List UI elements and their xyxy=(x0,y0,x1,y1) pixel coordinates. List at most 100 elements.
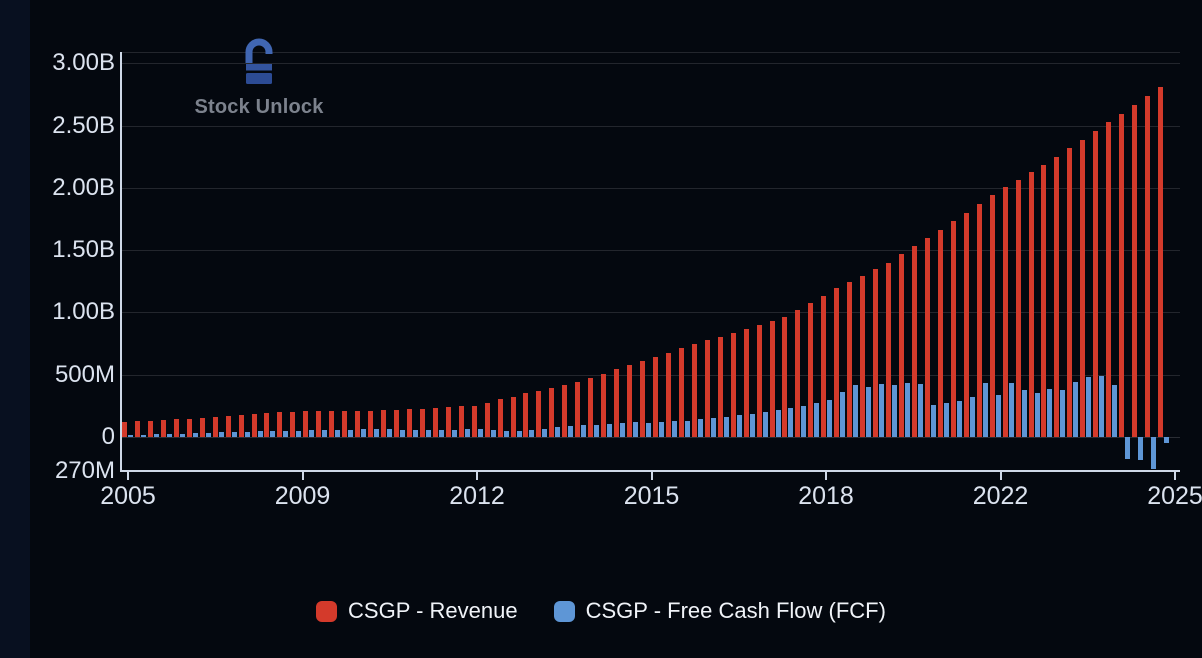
fcf-bar[interactable] xyxy=(737,415,742,437)
fcf-bar[interactable] xyxy=(478,428,483,437)
fcf-bar[interactable] xyxy=(413,429,418,437)
fcf-bar[interactable] xyxy=(1060,389,1065,437)
revenue-bar[interactable] xyxy=(433,408,438,437)
fcf-bar[interactable] xyxy=(219,432,224,437)
fcf-bar[interactable] xyxy=(905,382,910,437)
fcf-bar[interactable] xyxy=(335,429,340,437)
revenue-bar[interactable] xyxy=(459,406,464,437)
revenue-bar[interactable] xyxy=(290,411,295,437)
fcf-bar[interactable] xyxy=(141,434,146,437)
fcf-bar[interactable] xyxy=(283,430,288,437)
revenue-bar[interactable] xyxy=(498,399,503,437)
fcf-bar[interactable] xyxy=(361,429,366,437)
revenue-bar[interactable] xyxy=(213,417,218,437)
revenue-bar[interactable] xyxy=(536,390,541,437)
revenue-bar[interactable] xyxy=(446,407,451,437)
fcf-bar[interactable] xyxy=(983,383,988,437)
revenue-bar[interactable] xyxy=(588,377,593,437)
revenue-bar[interactable] xyxy=(122,422,127,437)
revenue-bar[interactable] xyxy=(1029,172,1034,437)
fcf-bar[interactable] xyxy=(879,383,884,437)
revenue-bar[interactable] xyxy=(226,416,231,437)
revenue-bar[interactable] xyxy=(381,410,386,437)
revenue-bar[interactable] xyxy=(1119,113,1124,437)
fcf-bar[interactable] xyxy=(206,432,211,437)
fcf-bar[interactable] xyxy=(866,386,871,437)
revenue-bar[interactable] xyxy=(925,238,930,437)
fcf-bar[interactable] xyxy=(504,431,509,437)
fcf-bar[interactable] xyxy=(348,429,353,437)
fcf-bar[interactable] xyxy=(426,430,431,437)
revenue-bar[interactable] xyxy=(640,360,645,437)
revenue-bar[interactable] xyxy=(744,328,749,437)
fcf-bar[interactable] xyxy=(646,422,651,437)
fcf-bar[interactable] xyxy=(1138,437,1143,461)
fcf-bar[interactable] xyxy=(918,384,923,437)
revenue-bar[interactable] xyxy=(303,411,308,437)
revenue-bar[interactable] xyxy=(1080,139,1085,437)
fcf-bar[interactable] xyxy=(1009,383,1014,437)
revenue-bar[interactable] xyxy=(549,387,554,437)
revenue-bar[interactable] xyxy=(252,413,257,437)
revenue-bar[interactable] xyxy=(731,332,736,437)
fcf-bar[interactable] xyxy=(840,392,845,437)
revenue-bar[interactable] xyxy=(679,348,684,437)
fcf-bar[interactable] xyxy=(180,433,185,437)
revenue-bar[interactable] xyxy=(239,415,244,437)
fcf-bar[interactable] xyxy=(763,411,768,437)
revenue-bar[interactable] xyxy=(562,384,567,437)
fcf-bar[interactable] xyxy=(996,394,1001,437)
revenue-bar[interactable] xyxy=(174,419,179,437)
fcf-bar[interactable] xyxy=(1086,377,1091,437)
revenue-bar[interactable] xyxy=(666,352,671,437)
revenue-bar[interactable] xyxy=(614,369,619,437)
revenue-bar[interactable] xyxy=(135,421,140,437)
fcf-bar[interactable] xyxy=(581,425,586,437)
revenue-bar[interactable] xyxy=(938,230,943,437)
revenue-bar[interactable] xyxy=(187,418,192,437)
revenue-bar[interactable] xyxy=(1093,131,1098,437)
revenue-bar[interactable] xyxy=(873,269,878,437)
revenue-bar[interactable] xyxy=(834,288,839,437)
fcf-bar[interactable] xyxy=(568,426,573,437)
fcf-bar[interactable] xyxy=(931,404,936,437)
revenue-bar[interactable] xyxy=(912,246,917,437)
revenue-bar[interactable] xyxy=(601,373,606,437)
revenue-bar[interactable] xyxy=(653,356,658,437)
fcf-bar[interactable] xyxy=(750,413,755,437)
fcf-bar[interactable] xyxy=(698,419,703,437)
revenue-bar[interactable] xyxy=(148,420,153,437)
revenue-bar[interactable] xyxy=(472,405,477,437)
revenue-bar[interactable] xyxy=(1132,104,1137,437)
revenue-bar[interactable] xyxy=(161,420,166,437)
fcf-bar[interactable] xyxy=(685,420,690,437)
fcf-bar[interactable] xyxy=(892,385,897,437)
revenue-bar[interactable] xyxy=(329,410,334,437)
legend-item[interactable]: CSGP - Free Cash Flow (FCF) xyxy=(553,598,886,624)
fcf-bar[interactable] xyxy=(452,429,457,437)
fcf-bar[interactable] xyxy=(1151,437,1156,469)
revenue-bar[interactable] xyxy=(627,365,632,437)
revenue-bar[interactable] xyxy=(1054,156,1059,437)
fcf-bar[interactable] xyxy=(957,400,962,437)
fcf-bar[interactable] xyxy=(542,428,547,437)
fcf-bar[interactable] xyxy=(776,409,781,437)
fcf-bar[interactable] xyxy=(1099,375,1104,437)
revenue-bar[interactable] xyxy=(485,402,490,437)
fcf-bar[interactable] xyxy=(245,431,250,437)
revenue-bar[interactable] xyxy=(990,194,995,437)
fcf-bar[interactable] xyxy=(232,432,237,437)
revenue-bar[interactable] xyxy=(511,396,516,437)
revenue-bar[interactable] xyxy=(1041,165,1046,437)
fcf-bar[interactable] xyxy=(1047,388,1052,437)
fcf-bar[interactable] xyxy=(827,399,832,437)
revenue-bar[interactable] xyxy=(420,408,425,437)
revenue-bar[interactable] xyxy=(407,409,412,437)
revenue-bar[interactable] xyxy=(1158,86,1163,437)
revenue-bar[interactable] xyxy=(1016,179,1021,437)
fcf-bar[interactable] xyxy=(944,402,949,437)
revenue-bar[interactable] xyxy=(782,316,787,437)
fcf-bar[interactable] xyxy=(633,422,638,437)
fcf-bar[interactable] xyxy=(724,416,729,437)
revenue-bar[interactable] xyxy=(964,212,969,437)
